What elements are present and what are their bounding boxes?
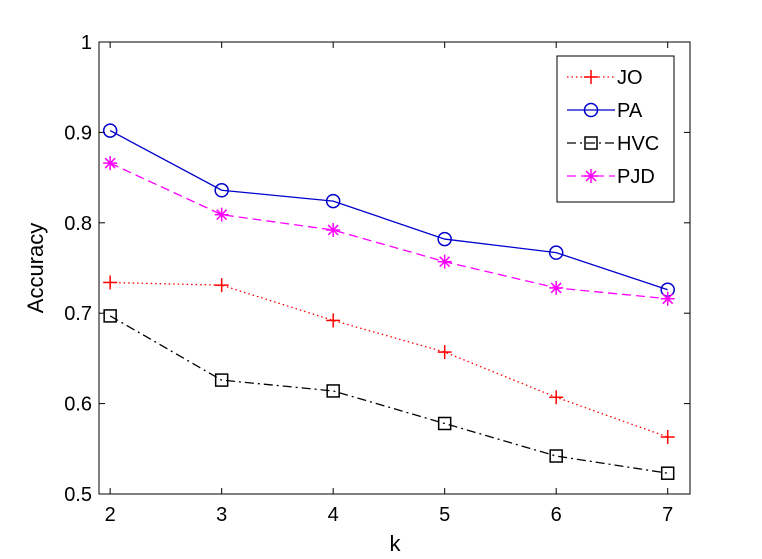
data-point-pa: [102, 123, 118, 138]
x-tick-label: 7: [662, 504, 673, 526]
legend-label-jo: JO: [617, 67, 643, 89]
data-point-pjd: [103, 156, 118, 171]
data-point-hvc: [660, 466, 675, 480]
y-tick-label: 0.6: [64, 394, 92, 416]
data-point-pjd: [214, 207, 229, 222]
legend-label-hvc: HVC: [617, 133, 659, 155]
series-pjd: [103, 156, 675, 306]
series-line-hvc: [109, 315, 668, 474]
data-point-pjd: [660, 291, 675, 306]
data-point-jo: [326, 313, 341, 328]
data-point-jo: [660, 430, 675, 445]
axes-frame: [98, 41, 691, 495]
data-point-hvc: [214, 373, 229, 387]
series-line-pjd: [109, 162, 668, 300]
series-line-pa: [109, 130, 668, 291]
data-point-pa: [214, 183, 229, 198]
legend-label-pa: PA: [617, 100, 643, 122]
y-axis-label: Accuracy: [23, 223, 48, 313]
data-point-hvc: [326, 384, 340, 398]
x-tick-label: 3: [216, 504, 227, 526]
legend-marker-pa: [583, 102, 599, 118]
axis-ticks: 2 3 4 5 6 7 0.5 0.6 0.7 0.8 0.9 1: [64, 32, 690, 526]
data-point-hvc: [437, 416, 452, 431]
x-tick-label: 2: [105, 504, 116, 526]
data-point-pa: [437, 231, 452, 247]
series-pa: [102, 123, 675, 297]
data-point-pjd: [326, 223, 341, 238]
x-tick-label: 5: [439, 504, 450, 526]
data-point-jo: [437, 345, 452, 360]
y-tick-label: 0.7: [64, 303, 92, 325]
legend: JO PA HVC PJD: [556, 55, 675, 203]
x-tick-label: 4: [328, 504, 339, 526]
legend-marker-jo: [584, 70, 598, 84]
legend-marker-hvc: [584, 136, 598, 150]
data-point-jo: [103, 275, 118, 290]
y-tick-label: 0.8: [64, 213, 92, 235]
data-point-jo: [549, 390, 564, 405]
data-point-pa: [325, 193, 341, 209]
axes-box: [98, 41, 691, 495]
data-point-jo: [214, 278, 229, 293]
data-point-pa: [548, 245, 564, 260]
y-tick-label: 1: [81, 32, 92, 54]
data-point-hvc: [103, 309, 117, 323]
legend-box: [556, 55, 675, 203]
data-point-pjd: [549, 280, 564, 295]
series-layer: [102, 123, 675, 480]
series-hvc: [103, 309, 675, 480]
legend-marker-pjd: [584, 169, 598, 183]
series-jo: [103, 275, 675, 445]
x-axis-label: k: [390, 531, 402, 556]
y-tick-label: 0.5: [64, 484, 92, 506]
data-point-hvc: [549, 449, 563, 463]
legend-label-pjd: PJD: [617, 166, 655, 188]
y-tick-label: 0.9: [64, 122, 92, 144]
data-point-pjd: [437, 254, 452, 269]
x-tick-label: 6: [551, 504, 562, 526]
